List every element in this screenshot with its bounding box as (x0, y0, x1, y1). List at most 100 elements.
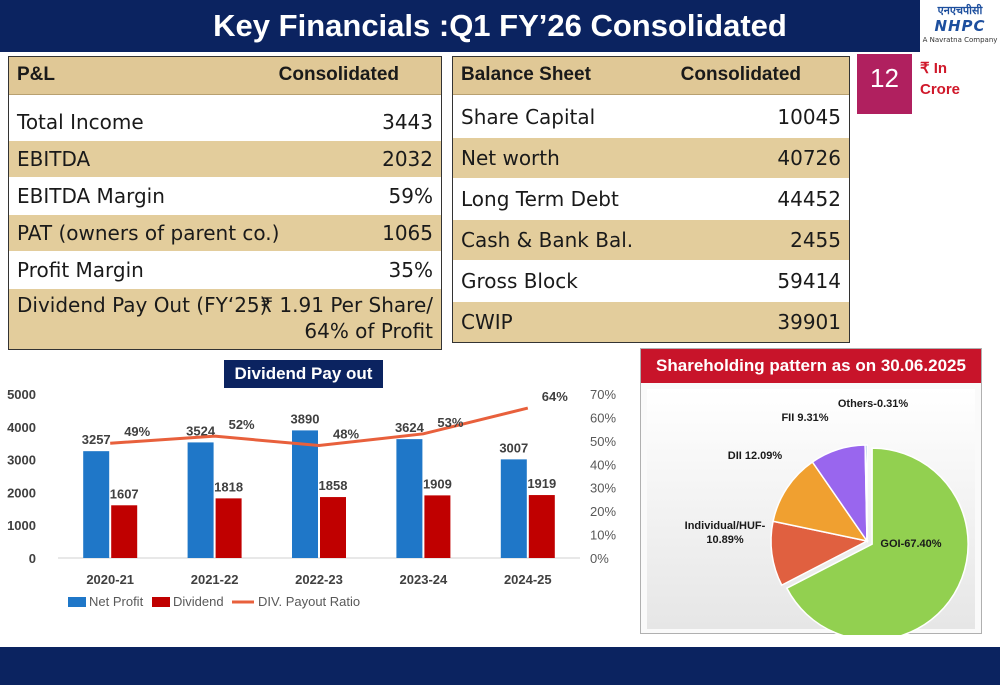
shareholding-pie-chart: GOI-67.40% Individual/HUF- 10.89% DII 12.09… (685, 398, 969, 635)
payout-ratio-data-label: 52% (229, 417, 255, 432)
y2-tick-label: 50% (590, 434, 616, 449)
bs-header-value: Consolidated (680, 64, 801, 85)
pie-label-individual-huf-pct: 10.89% (706, 534, 744, 546)
pie-label-goi: GOI-67.40% (880, 538, 941, 550)
pl-header-value: Consolidated (278, 64, 399, 85)
pl-table-header: P&L Consolidated (9, 57, 441, 95)
payout-ratio-line (110, 406, 529, 448)
y-tick-label: 5000 (7, 387, 36, 402)
net-profit-bar (292, 430, 318, 558)
row-label: Cash & Bank Bal. (461, 228, 634, 252)
payout-ratio-data-label: 49% (124, 424, 150, 439)
footer-bar (0, 647, 1000, 685)
unit-note: ₹ In Crore (920, 58, 960, 100)
net-profit-bar (500, 459, 527, 558)
pie-label-dii: DII 12.09% (728, 450, 783, 462)
y2-tick-label: 20% (590, 504, 616, 519)
table-row: Cash & Bank Bal. 2455 (453, 220, 849, 260)
dividend-chart: 0 1000 2000 3000 4000 5000 0% 10% 20% 30% 40% 50% 60… (7, 387, 616, 609)
pie-label-individual-huf: Individual/HUF- (685, 520, 766, 532)
row-value: 44452 (777, 187, 841, 211)
y2-tick-label: 70% (590, 387, 616, 402)
y-tick-label: 3000 (7, 453, 36, 468)
net-profit-data-label: 3890 (291, 411, 320, 426)
pie-slice-individual-huf (770, 520, 870, 587)
net-profit-bar (83, 451, 110, 558)
pie-label-fii: FII 9.31% (781, 412, 828, 424)
row-label: Profit Margin (17, 258, 144, 282)
dividend-bar (528, 495, 555, 558)
row-label: EBITDA (17, 147, 91, 171)
payout-ratio-data-label: 48% (333, 427, 359, 442)
pl-header-label: P&L (17, 64, 55, 85)
y2-tick-label: 40% (590, 457, 616, 472)
company-logo: एनएचपीसी NHPC A Navratna Company (920, 0, 1000, 52)
legend-dividend-label: Dividend (173, 594, 224, 609)
row-label: CWIP (461, 310, 513, 334)
row-value-line1: ₹ 1.91 Per Share/ (260, 293, 433, 317)
shareholding-panel: Shareholding pattern as on 30.06.2025 GO… (640, 348, 982, 635)
bs-header-label: Balance Sheet (461, 64, 591, 85)
net-profit-data-label: 3524 (186, 423, 216, 438)
row-value: 39901 (777, 310, 841, 334)
row-value: 59414 (777, 269, 841, 293)
logo-main-text: NHPC (934, 17, 986, 35)
y-tick-label: 4000 (7, 420, 36, 435)
y2-tick-label: 30% (590, 481, 616, 496)
pie-slice-others (864, 444, 868, 542)
row-label: Net worth (461, 146, 560, 170)
net-profit-data-label: 3257 (82, 432, 111, 447)
table-row: EBITDA 2032 (9, 141, 441, 177)
legend-payout-ratio-label: DIV. Payout Ratio (258, 594, 360, 609)
page-number-badge: 12 (857, 54, 912, 114)
pie-slice-dii (772, 460, 869, 543)
dividend-data-label: 1607 (110, 486, 139, 501)
unit-note-line1: ₹ In (920, 60, 948, 77)
dividend-data-label: 1858 (319, 478, 348, 493)
page-title: Key Financials :Q1 FY’26 Consolidated (213, 8, 787, 43)
payout-ratio-data-label: 64% (542, 389, 568, 404)
row-label: Share Capital (461, 105, 596, 129)
table-row: Dividend Pay Out (FY‘25) ₹ 1.91 Per Shar… (9, 289, 441, 349)
y-tick-label: 2000 (7, 485, 36, 500)
row-value: 3443 (382, 110, 433, 134)
logo-tagline: A Navratna Company (922, 36, 998, 44)
table-row: Gross Block 59414 (453, 261, 849, 301)
dividend-bar (424, 495, 451, 558)
table-row: Total Income 3443 (9, 105, 441, 139)
pie-label-others: Others-0.31% (838, 398, 909, 410)
row-value: 2455 (790, 228, 841, 252)
title-bar (0, 0, 1000, 52)
row-label: Total Income (17, 110, 144, 134)
shareholding-title: Shareholding pattern as on 30.06.2025 (641, 349, 981, 383)
pl-table: P&L Consolidated Total Income 3443 EBITD… (8, 56, 442, 350)
row-value: 2032 (382, 147, 433, 171)
table-row: Share Capital 10045 (453, 97, 849, 137)
row-value: 59% (388, 184, 433, 208)
logo-hindi-text: एनएचपीसी (937, 4, 983, 17)
net-profit-data-label: 3007 (499, 440, 528, 455)
row-value-line2: 64% of Profit (304, 319, 433, 343)
table-row: Long Term Debt 44452 (453, 179, 849, 219)
dividend-bar (215, 498, 242, 558)
x-tick-label: 2022-23 (295, 572, 343, 587)
y-tick-label: 1000 (7, 518, 36, 533)
x-tick-label: 2023-24 (400, 572, 448, 587)
legend-net-profit-swatch (68, 597, 86, 607)
row-value: 35% (388, 258, 433, 282)
x-tick-label: 2020-21 (86, 572, 134, 587)
y2-tick-label: 0% (590, 551, 609, 566)
table-row: Net worth 40726 (453, 138, 849, 178)
row-label: Dividend Pay Out (FY‘25) (17, 293, 268, 317)
y2-tick-label: 10% (590, 528, 616, 543)
legend-dividend-swatch (152, 597, 170, 607)
unit-note-line2: Crore (920, 81, 961, 98)
row-label: PAT (owners of parent co.) (17, 221, 280, 245)
row-label: Long Term Debt (461, 187, 619, 211)
legend-net-profit-label: Net Profit (89, 594, 144, 609)
row-label: EBITDA Margin (17, 184, 165, 208)
row-value: 10045 (777, 105, 841, 129)
y-tick-label: 0 (29, 551, 36, 566)
row-value: 1065 (382, 221, 433, 245)
dividend-data-label: 1818 (214, 479, 243, 494)
